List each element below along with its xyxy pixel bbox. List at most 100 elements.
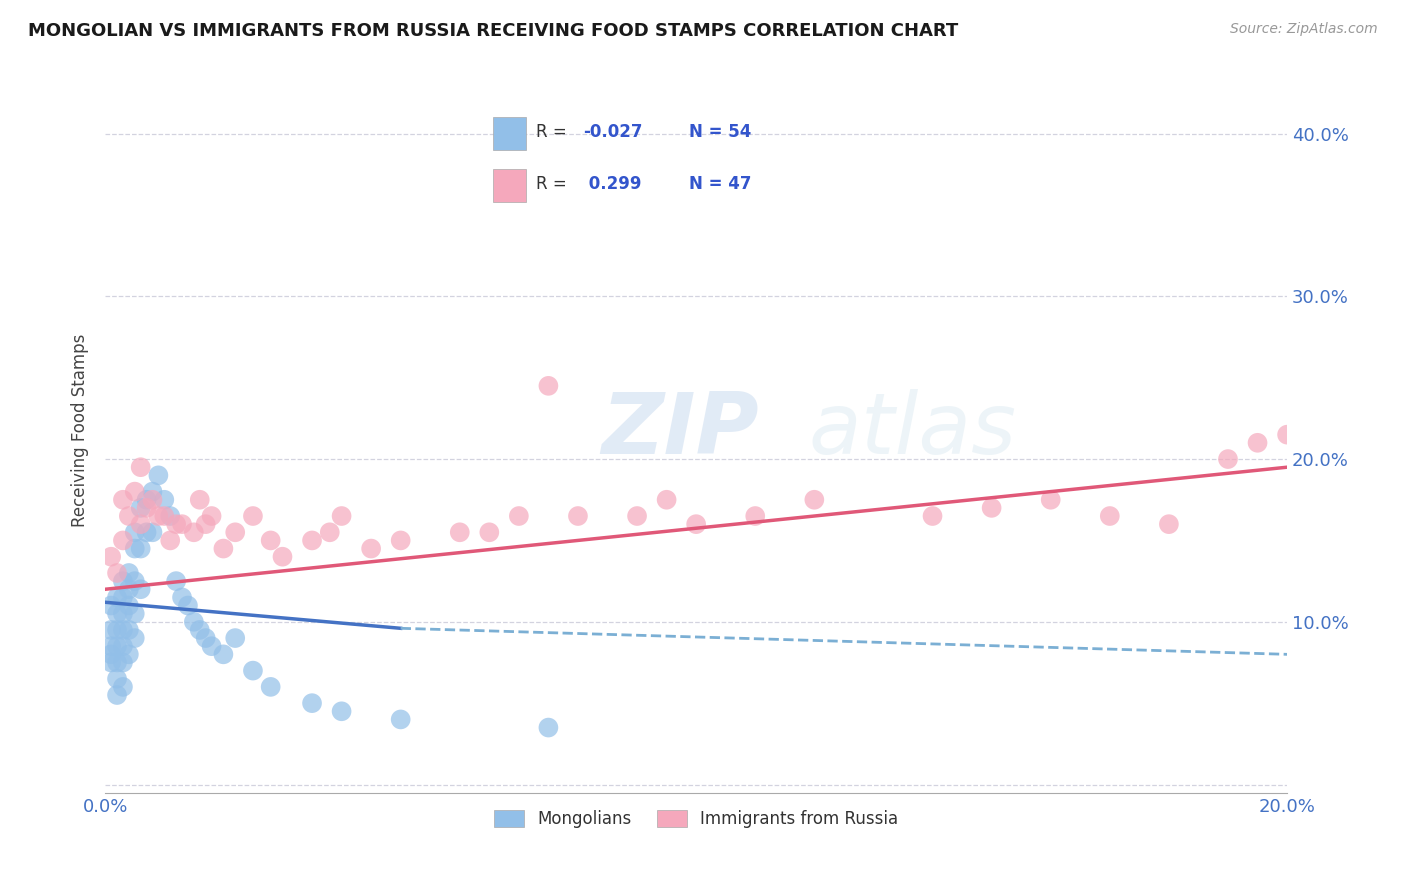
- Point: [212, 541, 235, 556]
- Legend: Mongolians, Immigrants from Russia: Mongolians, Immigrants from Russia: [488, 804, 905, 835]
- Point: [105, 566, 128, 580]
- Point: [389, 533, 412, 548]
- Point: [159, 533, 181, 548]
- Text: atlas: atlas: [808, 389, 1017, 472]
- Point: [118, 566, 141, 580]
- Point: [177, 599, 200, 613]
- Point: [148, 508, 170, 523]
- Point: [685, 517, 707, 532]
- Point: [124, 525, 146, 540]
- Point: [1246, 435, 1268, 450]
- Point: [105, 656, 128, 670]
- Point: [118, 623, 141, 637]
- Point: [1275, 427, 1298, 442]
- Point: [921, 508, 943, 523]
- Point: [980, 500, 1002, 515]
- Point: [330, 704, 353, 718]
- Point: [111, 680, 134, 694]
- Point: [165, 574, 187, 588]
- Point: [188, 623, 211, 637]
- Point: [141, 525, 163, 540]
- Point: [124, 484, 146, 499]
- Point: [170, 517, 193, 532]
- Point: [105, 607, 128, 621]
- Point: [319, 525, 342, 540]
- Point: [224, 631, 246, 645]
- Point: [148, 468, 170, 483]
- Point: [478, 525, 501, 540]
- Point: [224, 525, 246, 540]
- Point: [183, 615, 205, 629]
- Point: [124, 631, 146, 645]
- Point: [105, 623, 128, 637]
- Point: [100, 599, 122, 613]
- Point: [271, 549, 294, 564]
- Point: [389, 713, 412, 727]
- Point: [242, 664, 264, 678]
- Point: [111, 492, 134, 507]
- Point: [111, 639, 134, 653]
- Point: [194, 517, 217, 532]
- Point: [1098, 508, 1121, 523]
- Point: [567, 508, 589, 523]
- Point: [330, 508, 353, 523]
- Point: [118, 599, 141, 613]
- Point: [537, 379, 560, 393]
- Point: [803, 492, 825, 507]
- Point: [170, 591, 193, 605]
- Point: [124, 574, 146, 588]
- Point: [118, 648, 141, 662]
- Point: [100, 648, 122, 662]
- Point: [105, 639, 128, 653]
- Point: [135, 492, 157, 507]
- Point: [1216, 452, 1239, 467]
- Point: [100, 639, 122, 653]
- Point: [159, 508, 181, 523]
- Point: [100, 623, 122, 637]
- Point: [111, 591, 134, 605]
- Point: [260, 533, 283, 548]
- Point: [135, 500, 157, 515]
- Point: [129, 517, 152, 532]
- Point: [135, 525, 157, 540]
- Point: [200, 639, 222, 653]
- Point: [508, 508, 530, 523]
- Point: [212, 648, 235, 662]
- Point: [129, 500, 152, 515]
- Point: [260, 680, 283, 694]
- Point: [124, 607, 146, 621]
- Point: [301, 533, 323, 548]
- Point: [118, 508, 141, 523]
- Point: [100, 549, 122, 564]
- Point: [129, 582, 152, 597]
- Point: [626, 508, 648, 523]
- Point: [301, 696, 323, 710]
- Point: [183, 525, 205, 540]
- Point: [360, 541, 382, 556]
- Point: [242, 508, 264, 523]
- Point: [537, 721, 560, 735]
- Point: [655, 492, 678, 507]
- Point: [188, 492, 211, 507]
- Point: [1039, 492, 1062, 507]
- Text: MONGOLIAN VS IMMIGRANTS FROM RUSSIA RECEIVING FOOD STAMPS CORRELATION CHART: MONGOLIAN VS IMMIGRANTS FROM RUSSIA RECE…: [28, 22, 959, 40]
- Point: [1157, 517, 1180, 532]
- Point: [449, 525, 471, 540]
- Point: [111, 607, 134, 621]
- Point: [153, 508, 176, 523]
- Point: [100, 656, 122, 670]
- Point: [129, 460, 152, 475]
- Text: Source: ZipAtlas.com: Source: ZipAtlas.com: [1230, 22, 1378, 37]
- Point: [744, 508, 766, 523]
- Point: [141, 484, 163, 499]
- Point: [141, 492, 163, 507]
- Point: [124, 541, 146, 556]
- Point: [165, 517, 187, 532]
- Point: [118, 582, 141, 597]
- Point: [153, 492, 176, 507]
- Point: [105, 591, 128, 605]
- Point: [111, 623, 134, 637]
- Point: [129, 541, 152, 556]
- Text: ZIP: ZIP: [602, 389, 759, 472]
- Point: [111, 656, 134, 670]
